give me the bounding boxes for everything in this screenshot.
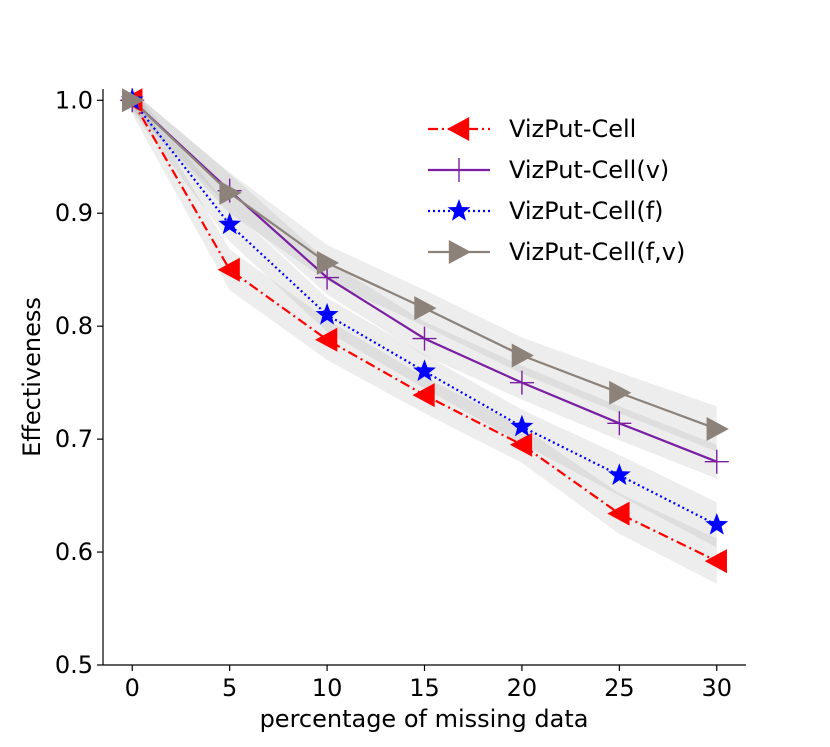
legend-label-vizput-cell-fv: VizPut-Cell(f,v) [509,238,685,266]
marker-vizput-cell-f-25 [607,463,631,485]
legend-marker-vizput-cell-fv [448,240,471,264]
legend: VizPut-Cell VizPut-Cell(v) VizPut-Cell(f) V… [428,115,685,266]
marker-vizput-cell-v-10 [315,265,340,290]
marker-vizput-cell-f-30 [705,512,729,535]
legend-label-vizput-cell-v: VizPut-Cell(v) [509,156,669,184]
x-ticks: 0 5 10 15 20 25 30 [125,665,732,702]
x-tick-label: 15 [409,674,440,702]
x-tick-label: 5 [222,674,237,702]
x-tick-label: 30 [701,674,732,702]
marker-vizput-cell-15 [412,383,435,408]
marker-vizput-cell-v-20 [509,370,534,395]
marker-vizput-cell-5 [217,257,240,282]
band-vizput-cell-v [132,91,717,479]
x-axis-title: percentage of missing data [260,705,589,733]
series-markers [120,88,729,574]
legend-label-vizput-cell: VizPut-Cell [509,115,636,143]
marker-vizput-cell-fv-30 [706,416,729,441]
marker-vizput-cell-f-5 [218,212,242,235]
x-tick-label: 20 [507,674,538,702]
confidence-bands [132,86,717,584]
marker-vizput-cell-v-25 [607,411,632,436]
x-tick-label: 25 [604,674,635,702]
y-tick-label: 1.0 [55,86,93,114]
marker-vizput-cell-fv-0 [122,88,145,113]
marker-vizput-cell-fv-25 [609,380,632,405]
legend-marker-vizput-cell-v [447,158,471,182]
y-tick-label: 0.9 [55,199,93,227]
y-ticks: 0.5 0.6 0.7 0.8 0.9 1.0 [55,86,103,679]
y-axis-title: Effectiveness [18,297,46,457]
band-vizput-cell-f [132,89,717,548]
marker-vizput-cell-30 [704,549,727,574]
marker-vizput-cell-fv-5 [219,180,242,205]
x-tick-label: 0 [125,674,140,702]
y-tick-label: 0.7 [55,425,93,453]
legend-entry-vizput-cell-fv: VizPut-Cell(f,v) [428,238,685,266]
band-vizput-cell [132,86,717,584]
marker-vizput-cell-v-15 [412,326,437,351]
legend-entry-vizput-cell-v: VizPut-Cell(v) [428,156,669,184]
marker-vizput-cell-25 [607,501,630,526]
marker-vizput-cell-20 [509,432,533,457]
legend-marker-vizput-cell [447,117,470,141]
marker-vizput-cell-f-20 [510,414,534,437]
marker-vizput-cell-fv-20 [511,343,534,368]
marker-vizput-cell-f-10 [315,302,339,325]
y-tick-label: 0.5 [55,651,93,679]
legend-marker-vizput-cell-f [447,199,471,221]
x-tick-label: 10 [312,674,343,702]
legend-entry-vizput-cell-f: VizPut-Cell(f) [428,197,664,225]
band-vizput-cell-fv [132,91,717,452]
marker-vizput-cell-v-30 [704,449,729,474]
marker-vizput-cell-10 [315,327,338,352]
legend-entry-vizput-cell: VizPut-Cell [428,115,636,143]
legend-label-vizput-cell-f: VizPut-Cell(f) [509,197,664,225]
marker-vizput-cell-fv-15 [414,296,437,321]
marker-vizput-cell-f-15 [413,359,436,382]
marker-vizput-cell-fv-10 [316,250,340,275]
y-tick-label: 0.6 [55,538,93,566]
y-tick-label: 0.8 [55,312,93,340]
